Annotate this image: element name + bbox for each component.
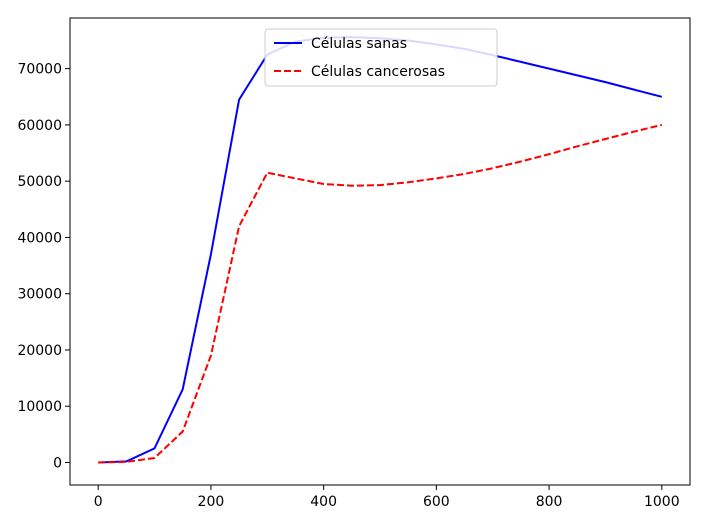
series-line-cancer bbox=[98, 123, 663, 464]
legend-box bbox=[264, 28, 498, 87]
x-tick-label: 400 bbox=[310, 494, 337, 510]
x-tick-label: 200 bbox=[198, 494, 225, 510]
y-tick-label: 60000 bbox=[17, 118, 62, 134]
y-tick-label: 0 bbox=[53, 455, 62, 471]
x-tick-label: 0 bbox=[94, 494, 103, 510]
series-line-healthy bbox=[98, 36, 663, 464]
legend-label-healthy: Células sanas bbox=[311, 36, 407, 52]
x-tick-label: 600 bbox=[423, 494, 450, 510]
x-tick-label: 800 bbox=[536, 494, 563, 510]
y-tick-label: 10000 bbox=[17, 399, 62, 415]
y-tick-label: 30000 bbox=[17, 287, 62, 303]
y-tick-label: 40000 bbox=[17, 230, 62, 246]
x-tick-label: 1000 bbox=[644, 494, 680, 510]
axis-ticks: 0 200 400 600 800 100001000020000300004000050… bbox=[17, 62, 679, 510]
plot-area-frame bbox=[69, 17, 691, 486]
y-tick-label: 50000 bbox=[17, 174, 62, 190]
series-lines bbox=[98, 36, 663, 464]
legend: Células sanas Células cancerosas bbox=[264, 28, 498, 87]
y-tick-label: 70000 bbox=[17, 62, 62, 78]
y-tick-label: 20000 bbox=[17, 343, 62, 359]
legend-label-cancer: Células cancerosas bbox=[311, 64, 445, 80]
